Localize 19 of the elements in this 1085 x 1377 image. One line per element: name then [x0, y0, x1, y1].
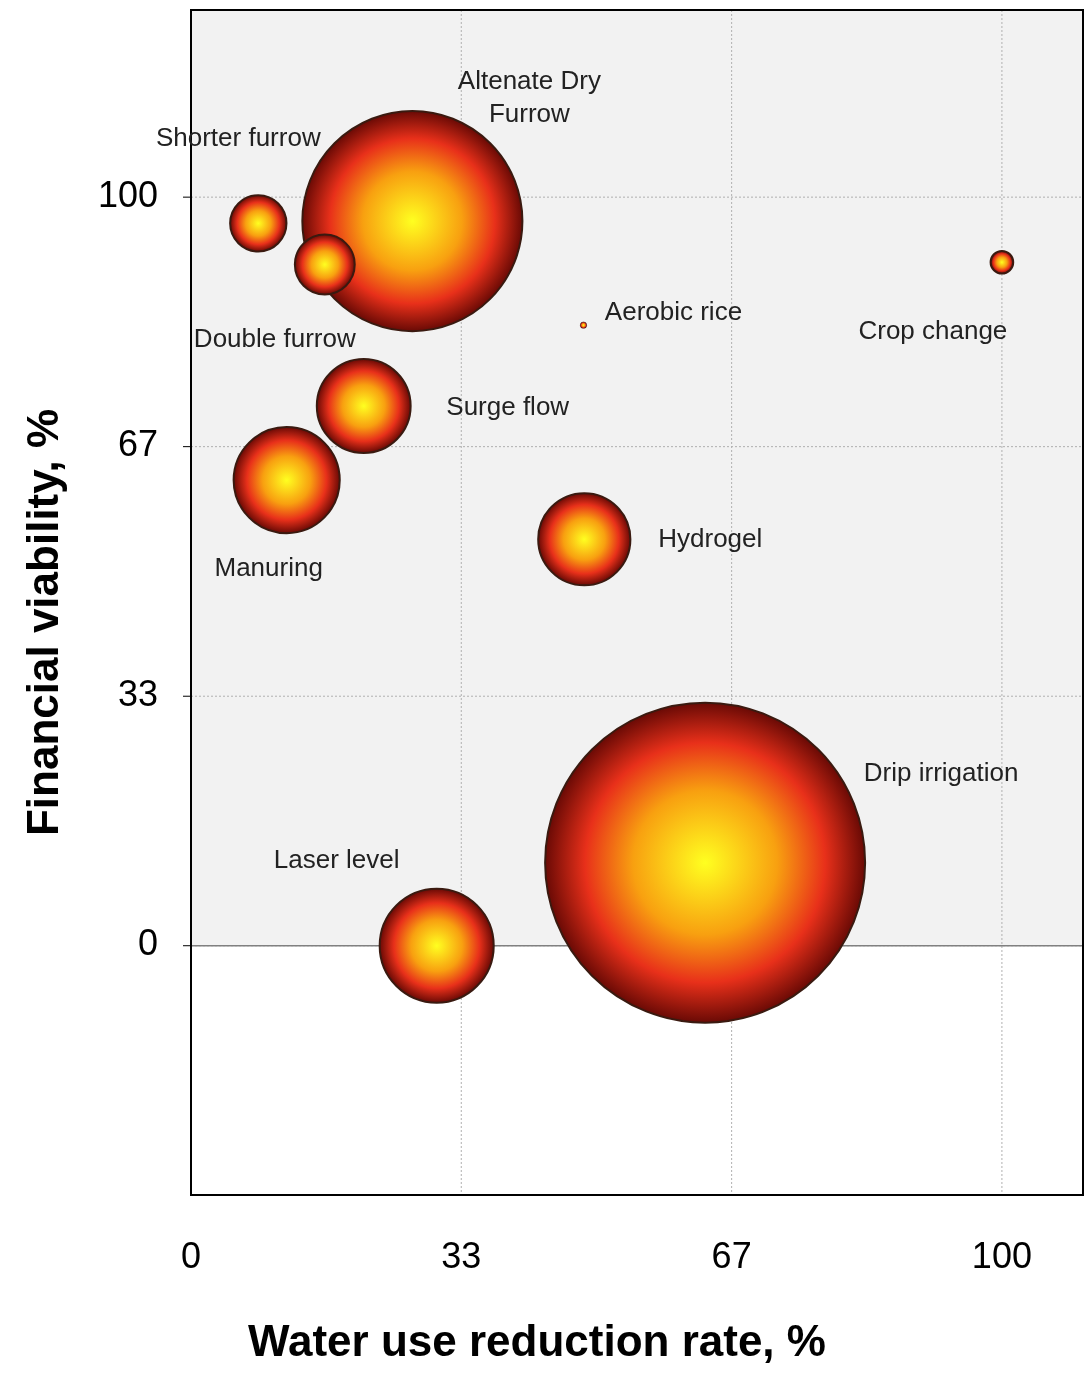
- y-axis-title: Financial viability, %: [18, 408, 67, 837]
- annotation: Laser level: [273, 843, 400, 874]
- y-tick-label: 67: [117, 423, 158, 465]
- annotation: Hydrogel: [658, 523, 763, 554]
- annotation: Surge flow: [446, 390, 570, 421]
- annotation: Manuring: [214, 551, 323, 582]
- annotation: Drip irrigation: [863, 756, 1019, 787]
- y-tick-label: 100: [97, 173, 158, 215]
- annotation: Altenate Dry Furrow: [457, 64, 601, 128]
- annotation: Crop change: [858, 315, 1008, 346]
- y-tick-label: 0: [137, 922, 158, 964]
- x-tick-label: 0: [180, 1234, 202, 1276]
- annotation: Double furrow: [193, 322, 356, 353]
- x-tick-label: 67: [711, 1234, 752, 1276]
- x-axis-title: Water use reduction rate, %: [248, 1316, 826, 1365]
- y-tick-label: 33: [117, 672, 158, 714]
- x-tick-label: 100: [971, 1234, 1032, 1276]
- annotation: Aerobic rice: [604, 296, 743, 327]
- x-tick-label: 33: [441, 1234, 482, 1276]
